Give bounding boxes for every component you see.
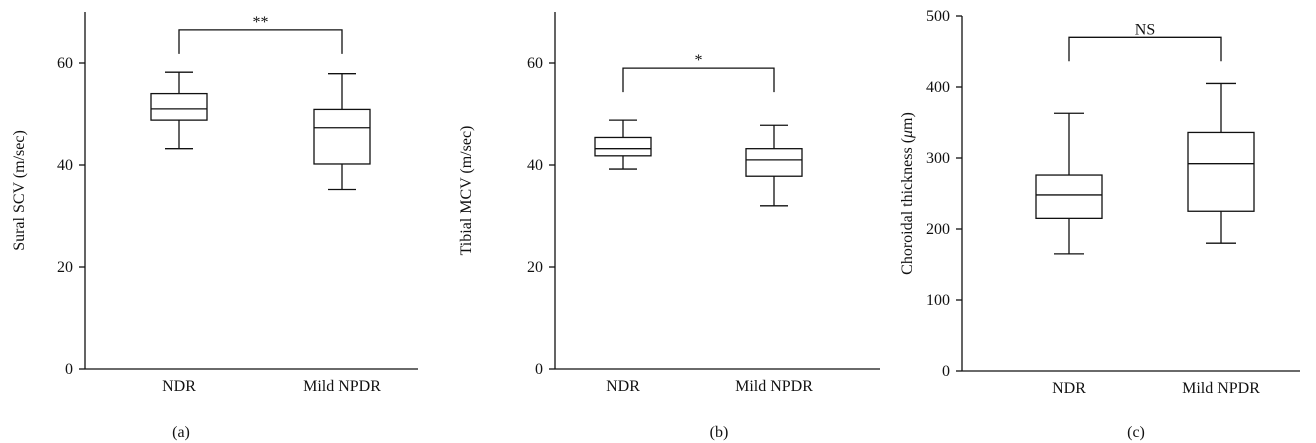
y-axis-label-text: Tibial MCV (m/sec) [458, 126, 475, 256]
y-tick-label: 500 [926, 8, 950, 25]
significance-label: ** [253, 14, 269, 31]
y-tick-label: 60 [527, 55, 543, 72]
iqr-box [313, 108, 371, 165]
panel-label: (c) [1127, 424, 1145, 441]
x-tick-label: Mild NPDR [735, 378, 813, 395]
significance-label: NS [1135, 21, 1155, 38]
x-tick-label: NDR [1052, 380, 1086, 397]
panel-2: 0 20 40 60 Tibial MCV (m/sec) NDR Mild NPDR * (b… [458, 12, 880, 441]
y-tick-label: 0 [535, 361, 543, 378]
y-axis-label: Choroidal thickness (μm) [899, 112, 916, 275]
y-axis-label: Sural SCV (m/sec) [11, 130, 28, 251]
y-axis-label-text: Sural SCV (m/sec) [11, 130, 28, 251]
panel-label: (a) [172, 424, 190, 441]
iqr-box [1187, 131, 1255, 212]
y-tick-label: 0 [942, 363, 950, 380]
box-mild-npdr [313, 73, 371, 191]
box-mild-npdr [1187, 82, 1255, 244]
iqr-box [1035, 174, 1103, 219]
y-tick-label: 20 [527, 259, 543, 276]
y-tick-label: 60 [57, 55, 73, 72]
box-mild-npdr [745, 124, 803, 207]
significance-bracket [1068, 36, 1222, 62]
y-axis-label-unit: μ [899, 130, 916, 139]
y-tick-label: 0 [65, 361, 73, 378]
panel-3: 0 100 200 300 400 500 Choroidal thickness (μm)… [899, 8, 1300, 441]
y-tick-label: 200 [926, 221, 950, 238]
y-axis-label-unit-rest: m) [899, 112, 916, 130]
panel-1: 0 20 40 60 Sural SCV (m/sec) NDR Mild NPDR ** (a… [11, 12, 418, 441]
panel-label: (b) [710, 424, 729, 441]
box-ndr [1035, 112, 1103, 255]
y-axis-label-text: Choroidal thickness ( [899, 138, 916, 275]
x-tick-label: NDR [606, 378, 640, 395]
y-tick-label: 400 [926, 79, 950, 96]
x-tick-label: NDR [162, 378, 196, 395]
iqr-box [150, 92, 208, 121]
y-tick-label: 300 [926, 150, 950, 167]
y-tick-label: 100 [926, 292, 950, 309]
x-tick-label: Mild NPDR [1182, 380, 1260, 397]
significance-label: * [695, 52, 703, 69]
iqr-box [745, 148, 803, 177]
box-ndr [150, 71, 208, 150]
box-ndr [594, 119, 652, 170]
y-tick-label: 40 [527, 157, 543, 174]
significance-bracket [178, 29, 343, 54]
iqr-box [594, 136, 652, 157]
y-axis-label: Tibial MCV (m/sec) [458, 126, 475, 256]
y-tick-label: 40 [57, 157, 73, 174]
significance-bracket [622, 67, 775, 93]
x-tick-label: Mild NPDR [303, 378, 381, 395]
y-tick-label: 20 [57, 259, 73, 276]
